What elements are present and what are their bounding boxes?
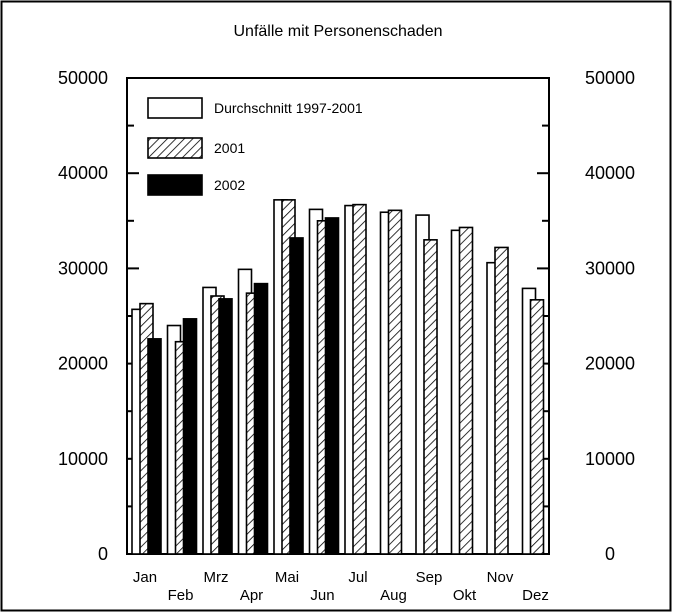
x-tick-label: Nov	[487, 569, 514, 586]
legend-swatch-1	[147, 137, 203, 159]
y-tick-label-left: 40000	[58, 163, 108, 183]
bar-jul-series-1	[352, 203, 367, 555]
x-tick-label: Mai	[275, 569, 299, 586]
y-tick-label-right: 20000	[585, 354, 635, 374]
bar-aug-series-1	[387, 209, 403, 555]
x-tick-label: Aug	[380, 587, 407, 604]
legend-label-0: Durchschnitt 1997-2001	[214, 100, 363, 116]
y-tick-label-left: 0	[98, 544, 108, 564]
x-tick-label: Mrz	[204, 569, 229, 586]
bars-group	[131, 199, 545, 555]
bar-nov-series-1	[494, 246, 509, 555]
y-tick-label-left: 10000	[58, 449, 108, 469]
y-tick-label-right: 10000	[585, 449, 635, 469]
y-tick-label-left: 20000	[58, 354, 108, 374]
legend-swatch-2	[147, 174, 203, 196]
x-tick-label: Apr	[240, 587, 263, 604]
bar-apr-series-2	[253, 282, 269, 555]
x-tick-label: Feb	[168, 587, 194, 604]
y-tick-label-left: 30000	[58, 258, 108, 278]
y-tick-label-right: 0	[605, 544, 615, 564]
bar-jun-series-2	[324, 217, 340, 555]
y-axis-left: 0 10000 20000 30000 40000 50000	[58, 68, 139, 564]
y-axis-right: 0 10000 20000 30000 40000 50000	[537, 68, 635, 564]
x-tick-label: Dez	[522, 587, 549, 604]
x-axis: Jan Feb Mrz Apr Mai Jun Jul Aug Sep Okt Nov Dez	[133, 569, 549, 604]
bar-sep-series-1	[423, 239, 438, 555]
bar-mai-series-2	[289, 237, 304, 555]
bar-jan-series-2	[147, 338, 162, 555]
legend: Durchschnitt 1997-2001 2001 2002	[147, 97, 363, 196]
bar-dez-series-1	[529, 299, 545, 555]
y-tick-label-right: 50000	[585, 68, 635, 88]
x-tick-label: Sep	[416, 569, 443, 586]
x-tick-label: Jun	[310, 587, 334, 604]
y-tick-label-right: 40000	[585, 163, 635, 183]
bar-mrz-series-2	[218, 298, 233, 555]
y-tick-label-left: 50000	[58, 68, 108, 88]
legend-label-2: 2002	[214, 177, 245, 193]
x-tick-label: Jul	[348, 569, 367, 586]
legend-swatch-0	[147, 97, 203, 119]
bar-okt-series-1	[458, 226, 474, 555]
bar-feb-series-2	[182, 318, 198, 555]
chart-title: Unfälle mit Personenschaden	[233, 23, 442, 40]
x-tick-label: Okt	[453, 587, 477, 604]
legend-label-1: 2001	[214, 140, 245, 156]
y-tick-label-right: 30000	[585, 258, 635, 278]
x-tick-label: Jan	[133, 569, 157, 586]
